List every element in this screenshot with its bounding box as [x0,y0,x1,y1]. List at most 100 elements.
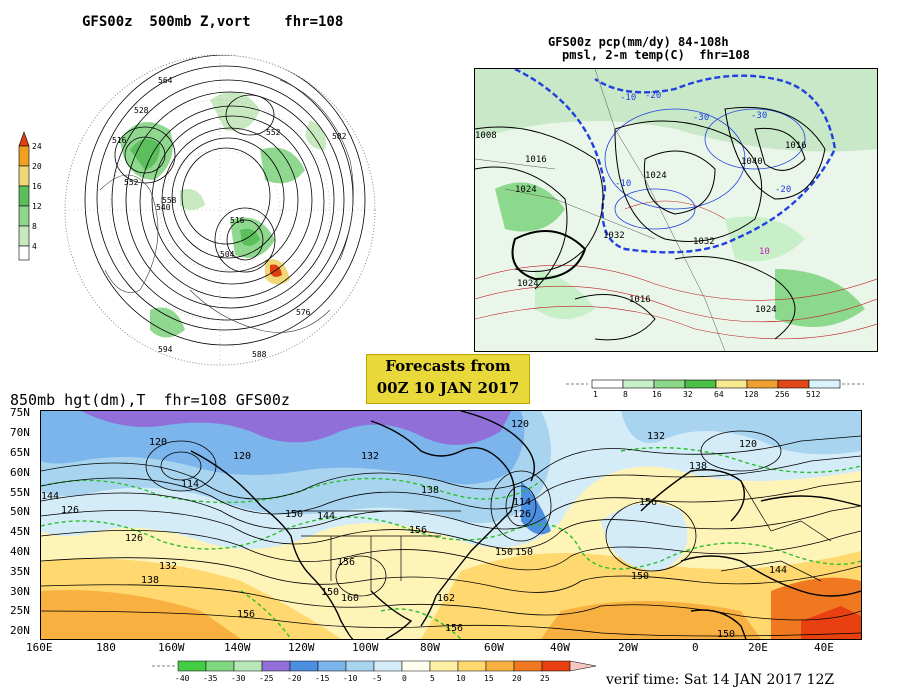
precip-cb-tick: 512 [806,390,821,399]
hgt-label: 138 [689,461,708,472]
temp-cb-tick: -40 [175,674,190,683]
lat-label: 35N [10,565,30,578]
hgt-label: 150 [321,587,340,598]
isobar-label: 1008 [475,131,497,141]
temp-label: -30 [693,113,710,123]
hgt-label: 144 [769,565,788,576]
temp-label: 10 [759,247,770,257]
isobar-label: 1032 [693,237,715,247]
lon-label: 100W [352,641,379,654]
lon-label: 60W [484,641,504,654]
map850-title: 850mb hgt(dm),T fhr=108 GFS00z [10,391,290,409]
polar-colorbar: 24 20 16 12 8 4 [14,130,54,265]
forecast-banner-line1: Forecasts from [385,357,511,375]
temp-cb-tick: -15 [315,674,330,683]
precip-cb-tick: 64 [714,390,724,399]
temp-label: -20 [775,185,792,195]
temp-cb-tick: 0 [402,674,407,683]
lat-label: 60N [10,466,30,479]
hgt-label: 126 [125,533,144,544]
isobar-label: 1024 [517,279,539,289]
hgt-label: 144 [317,511,336,522]
hgt-label: 120 [149,437,168,448]
lat-label: 40N [10,545,30,558]
polar-contour-label: 576 [296,308,311,317]
isobar-label: 1016 [525,155,547,165]
polar-contour-label: 516 [112,136,127,145]
temp-cb-tick: 25 [540,674,550,683]
hgt-label: 120 [511,419,530,430]
lat-label: 70N [10,426,30,439]
lat-label: 20N [10,624,30,637]
temp-label: -20 [645,91,662,101]
temp-colorbar: -40 -35 -30 -25 -20 -15 -10 -5 0 5 10 15… [150,658,600,688]
lat-label: 30N [10,585,30,598]
hgt-label: 138 [141,575,160,586]
hgt-label: 162 [437,593,456,604]
precip-cb-tick: 16 [652,390,662,399]
polar-contour-label: 552 [124,178,139,187]
hgt-label: 132 [361,451,380,462]
lon-label: 20E [748,641,768,654]
temp-label: -30 [751,111,768,121]
lat-label: 55N [10,486,30,499]
verif-time: verif time: Sat 14 JAN 2017 12Z [606,672,835,688]
precip-map: 1008 1016 1024 1032 1040 1024 1016 1024 … [474,68,878,352]
hgt-label: 150 [495,547,514,558]
lon-label: 80W [420,641,440,654]
lon-label: 160W [158,641,185,654]
polar-cb-tick: 8 [32,222,37,231]
precip-colorbar: 1 8 16 32 64 128 256 512 [566,376,866,406]
lat-label: 50N [10,505,30,518]
isobar-label: 1040 [741,157,763,167]
temp-cb-tick: -35 [203,674,218,683]
polar-contour-label: 504 [220,250,235,259]
forecast-banner: Forecasts from 00Z 10 JAN 2017 [366,354,530,404]
temp-cb-tick: -30 [231,674,246,683]
hgt-label: 126 [61,505,80,516]
forecast-banner-line2: 00Z 10 JAN 2017 [376,379,520,397]
lon-label: 40W [550,641,570,654]
lon-label: 20W [618,641,638,654]
lat-label: 65N [10,446,30,459]
lat-label: 25N [10,604,30,617]
polar-map: 564 528 516 504 552 582 588 576 540 594 … [60,40,380,380]
temp-cb-tick: -25 [259,674,274,683]
hgt-label: 156 [237,609,256,620]
polar-contour-label: 558 [162,196,177,205]
lon-label: 180 [96,641,116,654]
hgt-label: 132 [647,431,666,442]
isobar-label: 1024 [645,171,667,181]
temp-cb-tick: 20 [512,674,522,683]
temp-cb-tick: 10 [456,674,466,683]
hgt-label: 150 [631,571,650,582]
hgt-label: 150 [717,629,736,640]
precip-panel-title-line1: GFS00z pcp(mm/dy) 84-108h [548,35,729,49]
hgt-label: 114 [513,497,532,508]
temp-label: -10 [620,93,637,103]
precip-cb-tick: 32 [683,390,693,399]
hgt-label: 138 [421,485,440,496]
temp-cb-tick: -20 [287,674,302,683]
lat-label: 45N [10,525,30,538]
lon-label: 120W [288,641,315,654]
hgt-label: 114 [181,479,200,490]
precip-cb-tick: 1 [593,390,598,399]
precip-panel-title-line2: pmsl, 2-m temp(C) fhr=108 [562,48,750,62]
precip-cb-tick: 8 [623,390,628,399]
polar-cb-tick: 16 [32,182,42,191]
polar-cb-tick: 24 [32,142,42,151]
polar-contour-label: 594 [158,345,173,354]
isobar-label: 1024 [515,185,537,195]
polar-contour-label: 528 [134,106,149,115]
temp-cb-tick: -10 [343,674,358,683]
lon-label: 140W [224,641,251,654]
polar-contour-label: 564 [158,76,173,85]
lon-label: 40E [814,641,834,654]
polar-contour-label: 552 [266,128,281,137]
hgt-label: 132 [159,561,178,572]
polar-contour-label: 540 [156,203,171,212]
hgt-label: 160 [341,593,360,604]
polar-panel-title: GFS00z 500mb Z,vort fhr=108 [82,14,344,30]
hgt-label: 156 [337,557,356,568]
